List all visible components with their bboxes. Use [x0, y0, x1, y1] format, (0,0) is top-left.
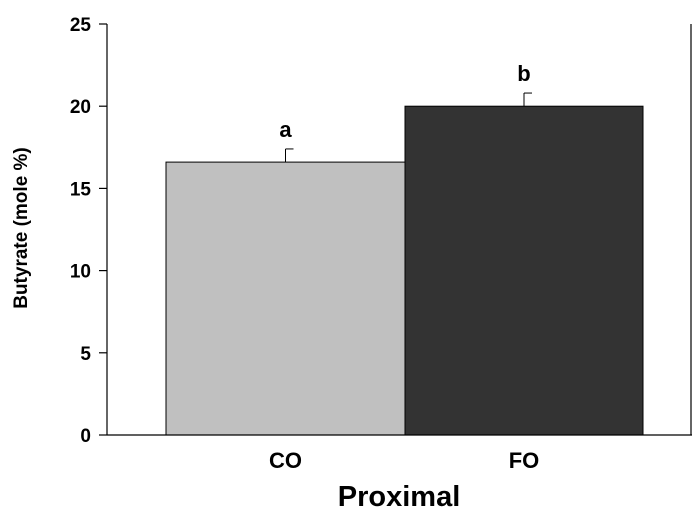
- y-axis-title: Butyrate (mole %): [11, 147, 32, 309]
- bar-fo: [404, 105, 644, 436]
- labels-group: a CO b FO: [269, 61, 539, 473]
- error-bar-fo: [523, 92, 532, 107]
- significance-label-co: a: [279, 117, 292, 142]
- y-tick-label: 15: [70, 179, 92, 200]
- x-axis-title: Proximal: [338, 481, 461, 513]
- x-tick-label-fo: FO: [509, 448, 540, 473]
- error-bar-co: [285, 148, 294, 163]
- significance-label-fo: b: [517, 61, 530, 86]
- y-tick-label: 0: [80, 426, 91, 447]
- y-tick-label: 20: [70, 97, 91, 118]
- axes-group: 0 5 10 15 20 25: [70, 15, 692, 447]
- bar-co: [165, 161, 406, 436]
- x-tick-label-co: CO: [269, 448, 302, 473]
- y-tick-label: 10: [70, 262, 91, 283]
- bars-group: [165, 105, 644, 436]
- error-bars-group: [285, 92, 532, 163]
- y-tick-label: 25: [70, 15, 92, 36]
- y-tick-label: 5: [80, 344, 91, 365]
